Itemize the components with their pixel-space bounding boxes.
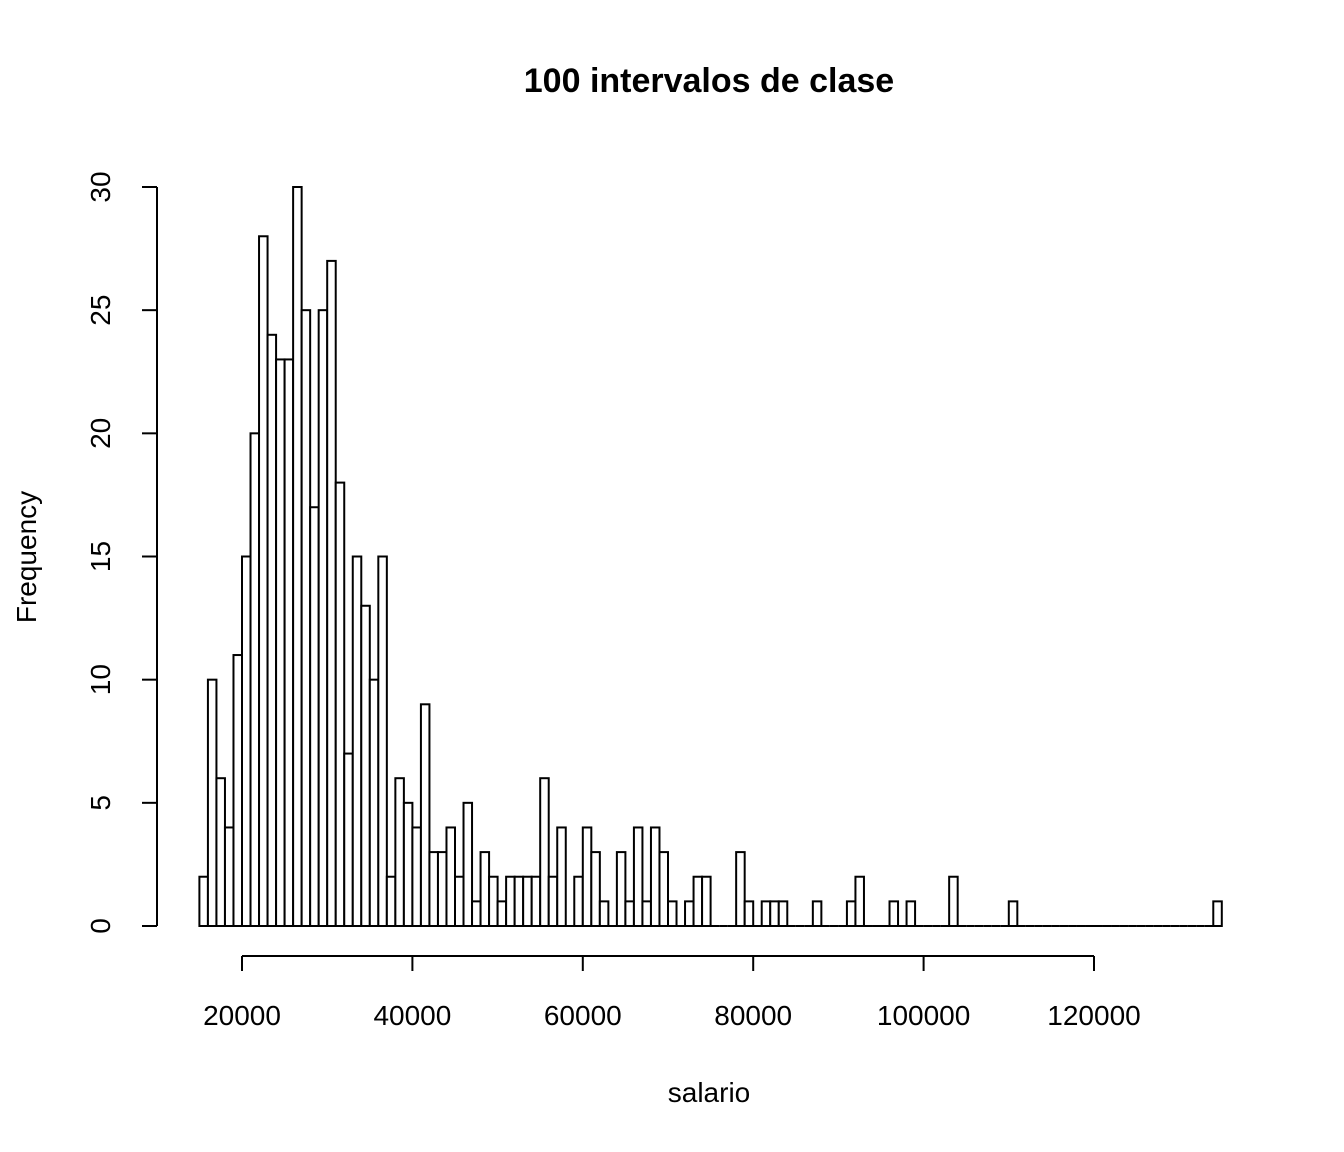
histogram-bar: [292, 186, 303, 927]
histogram-bar: [556, 826, 567, 928]
histogram-bar: [445, 826, 457, 928]
histogram-bar: [581, 826, 593, 928]
y-tick-label: 15: [85, 541, 116, 572]
histogram-bars: [198, 186, 1223, 928]
histogram-bar: [598, 900, 610, 927]
histogram-bar: [641, 900, 652, 927]
histogram-bar: [351, 555, 363, 927]
histogram-bar: [649, 826, 661, 928]
histogram-bar: [436, 851, 448, 927]
histogram-bar: [1212, 900, 1223, 927]
histogram-bar: [658, 851, 669, 927]
histogram-bar: [428, 851, 439, 927]
histogram-bar: [206, 678, 218, 928]
histogram-bar: [249, 432, 261, 927]
histogram-bar: [522, 875, 533, 928]
histogram-bar: [769, 900, 780, 927]
x-tick-label: 80000: [714, 1000, 792, 1031]
histogram-bar: [684, 900, 695, 927]
histogram-bar: [1007, 900, 1019, 927]
histogram-bar: [488, 875, 499, 928]
histogram-bar: [411, 826, 422, 928]
y-tick-label: 5: [85, 795, 116, 811]
histogram-bar: [854, 875, 865, 928]
histogram-bar: [454, 875, 465, 928]
histogram-bar: [283, 358, 295, 927]
histogram-bar: [905, 900, 917, 927]
histogram-bar: [385, 875, 397, 928]
histogram-bar: [743, 900, 755, 927]
histogram-bar: [258, 235, 269, 927]
y-tick-label: 25: [85, 295, 116, 326]
y-tick-label: 0: [85, 918, 116, 934]
x-tick-label: 20000: [203, 1000, 281, 1031]
histogram-bar: [419, 703, 431, 927]
x-tick-label: 120000: [1047, 1000, 1140, 1031]
x-tick-label: 40000: [373, 1000, 451, 1031]
histogram-bar: [590, 851, 601, 927]
histogram-bar: [266, 333, 278, 927]
histogram-bar: [573, 875, 584, 928]
histogram-bar: [471, 900, 482, 927]
histogram-bar: [615, 851, 627, 927]
x-tick-label: 100000: [877, 1000, 970, 1031]
histogram-bar: [223, 826, 235, 928]
chart-title: 100 intervalos de clase: [524, 62, 894, 100]
histogram-bar: [317, 309, 329, 927]
histogram-bar: [198, 875, 209, 928]
x-axis-label: salario: [668, 1077, 750, 1108]
histogram-bar: [777, 900, 789, 927]
y-axis: 0 5 10 15 20 25 30: [85, 171, 158, 934]
histogram-bar: [402, 801, 414, 927]
histogram-bar: [632, 826, 644, 928]
histogram-bar: [334, 481, 346, 927]
histogram-bar: [496, 900, 508, 927]
histogram-bar: [300, 309, 312, 927]
histogram-bar: [760, 900, 772, 927]
histogram-bar: [343, 752, 354, 927]
histogram-bar: [377, 555, 388, 927]
histogram-bar: [701, 875, 712, 928]
histogram-bar: [692, 875, 704, 928]
histogram-bar: [948, 875, 959, 928]
y-tick-label: 10: [85, 664, 116, 695]
histogram-bar: [232, 654, 243, 927]
x-tick-label: 60000: [544, 1000, 622, 1031]
histogram-bar: [309, 506, 320, 927]
y-tick-label: 20: [85, 418, 116, 449]
histogram-bar: [326, 259, 337, 927]
histogram-bar: [624, 900, 635, 927]
histogram-bar: [394, 777, 405, 928]
y-tick-label: 30: [85, 171, 116, 202]
histogram-bar: [735, 851, 746, 927]
histogram-bar: [275, 358, 286, 927]
histogram-bar: [505, 875, 516, 928]
histogram-bar: [368, 678, 380, 928]
histogram-bar: [845, 900, 857, 927]
histogram-bar: [479, 851, 491, 927]
histogram-bar: [360, 604, 371, 927]
histogram-bar: [215, 777, 226, 928]
x-axis: 20000 40000 60000 80000 100000 120000: [203, 955, 1141, 1031]
histogram-bar: [462, 801, 474, 927]
histogram-bar: [530, 875, 542, 928]
histogram-bar: [811, 900, 823, 927]
histogram-bar: [513, 875, 525, 928]
histogram-bar: [667, 900, 678, 927]
histogram-bar: [547, 875, 559, 928]
histogram-bar: [241, 555, 252, 927]
histogram-bar: [539, 777, 550, 928]
histogram-bar: [888, 900, 900, 927]
y-axis-label: Frequency: [11, 491, 42, 623]
